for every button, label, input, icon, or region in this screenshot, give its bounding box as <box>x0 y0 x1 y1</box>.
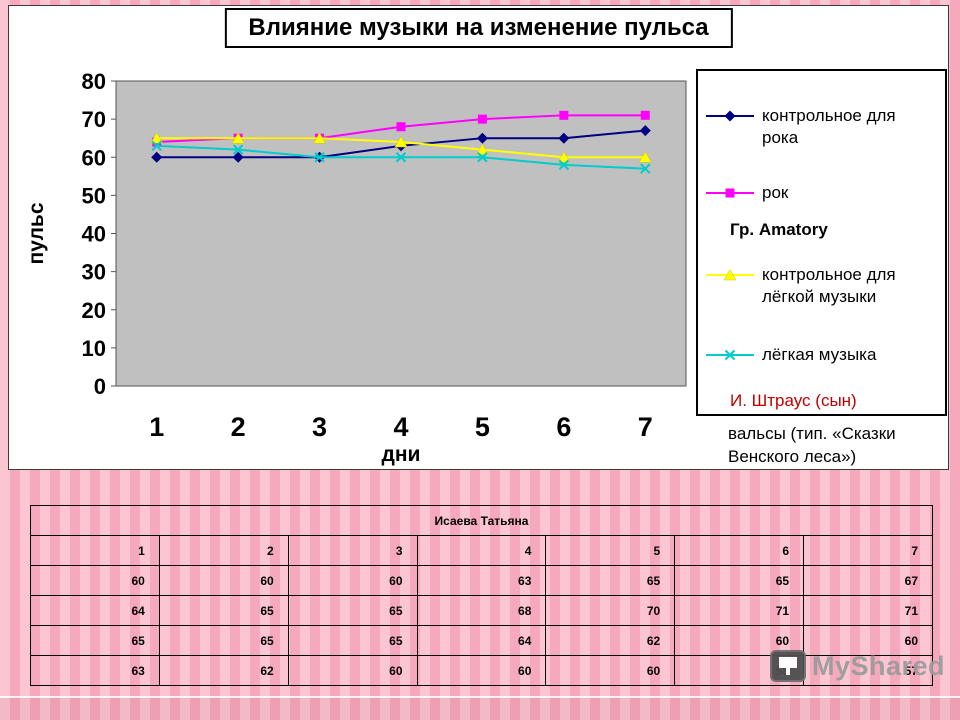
table-cell: 5 <box>545 535 676 566</box>
table-cell: 6 <box>674 535 805 566</box>
table-cell: 65 <box>30 625 160 656</box>
svg-text:50: 50 <box>82 183 106 208</box>
bottom-shade <box>0 698 960 720</box>
table-row: 60 60 60 63 65 65 67 <box>30 565 933 596</box>
legend-entry-light-music: лёгкая музыка <box>706 344 937 366</box>
table-cell: 71 <box>803 595 933 626</box>
table-cell: 7 <box>803 535 933 566</box>
line-chart-plot: 0 10 20 30 40 50 60 70 80 1 2 3 4 5 6 7 дни пульс <box>25 69 687 466</box>
svg-text:20: 20 <box>82 298 106 323</box>
svg-text:70: 70 <box>82 107 106 132</box>
table-cell: 67 <box>803 565 933 596</box>
chart-title: Влияние музыки на изменение пульса <box>224 8 733 48</box>
legend-note-amatory: Гр. Amatory <box>730 220 828 239</box>
table-header-row: Исаева Татьяна <box>30 505 933 536</box>
svg-text:80: 80 <box>82 69 106 94</box>
svg-text:1: 1 <box>149 412 164 442</box>
legend-label: лёгкая музыка <box>762 345 877 364</box>
table-cell: 60 <box>287 565 418 596</box>
table-cell: 1 <box>30 535 160 566</box>
table-cell: 60 <box>416 655 547 686</box>
svg-text:5: 5 <box>475 412 490 442</box>
svg-text:2: 2 <box>231 412 246 442</box>
legend-label: контрольное для рока <box>762 106 896 147</box>
bottom-divider-line <box>0 696 960 698</box>
triangle-marker-icon <box>706 268 754 281</box>
legend-note-strauss: И. Штраус (сын) <box>730 391 857 410</box>
table-cell: 65 <box>158 625 289 656</box>
myshared-logo-text: MyShared <box>812 650 946 681</box>
chart-legend: контрольное для рока рок Гр. Amatory кон… <box>696 69 947 416</box>
svg-text:40: 40 <box>82 222 106 247</box>
table-cell: 60 <box>158 565 289 596</box>
legend-entry-control-rock: контрольное для рока <box>706 105 937 149</box>
table-cell: 65 <box>158 595 289 626</box>
table-cell: 3 <box>287 535 418 566</box>
chart-card: Влияние музыки на изменение пульса 0 10 20… <box>8 5 949 470</box>
svg-text:6: 6 <box>556 412 571 442</box>
table-cell: 65 <box>287 595 418 626</box>
table-cell: 62 <box>545 625 676 656</box>
table-cell: 57 <box>803 655 933 686</box>
legend-label: контрольное для лёгкой музыки <box>762 265 896 306</box>
legend-entry-rock: рок <box>706 182 937 204</box>
svg-text:60: 60 <box>82 145 106 170</box>
table-row: 64 65 65 68 70 71 71 <box>30 595 933 626</box>
svg-text:дни: дни <box>382 443 421 466</box>
x-marker-icon <box>706 349 754 361</box>
table-cell: 60 <box>287 655 418 686</box>
myshared-logo-icon <box>770 650 806 682</box>
data-table: Исаева Татьяна 1 2 3 4 5 6 7 60 60 60 63 65 65 67 64 65… <box>30 505 933 686</box>
table-cell: 60 <box>30 565 160 596</box>
table-cell: 63 <box>416 565 547 596</box>
table-cell: 71 <box>674 595 805 626</box>
table-cell: 65 <box>545 565 676 596</box>
svg-text:4: 4 <box>393 412 408 442</box>
table-cell: 64 <box>30 595 160 626</box>
diamond-marker-icon <box>706 110 754 122</box>
table-cell: 65 <box>287 625 418 656</box>
legend-note-strauss-2: вальсы (тип. «Сказки Венского леса») <box>728 424 896 466</box>
table-cell: 70 <box>545 595 676 626</box>
svg-text:пульс: пульс <box>25 202 48 264</box>
table-cell: 60 <box>545 655 676 686</box>
table-header: Исаева Татьяна <box>30 505 933 536</box>
svg-text:0: 0 <box>94 374 106 399</box>
myshared-watermark: MyShared <box>770 650 945 682</box>
svg-text:7: 7 <box>638 412 653 442</box>
square-marker-icon <box>706 188 754 198</box>
table-cell: 62 <box>158 655 289 686</box>
legend-label: рок <box>762 183 789 202</box>
svg-text:30: 30 <box>82 260 106 285</box>
table-cell: 68 <box>416 595 547 626</box>
table-cell: 64 <box>416 625 547 656</box>
table-cell: 2 <box>158 535 289 566</box>
svg-text:10: 10 <box>82 336 106 361</box>
legend-entry-control-light: контрольное для лёгкой музыки <box>706 264 937 308</box>
table-cell: 4 <box>416 535 547 566</box>
svg-text:3: 3 <box>312 412 327 442</box>
table-cell: 65 <box>674 565 805 596</box>
table-cell: 63 <box>30 655 160 686</box>
